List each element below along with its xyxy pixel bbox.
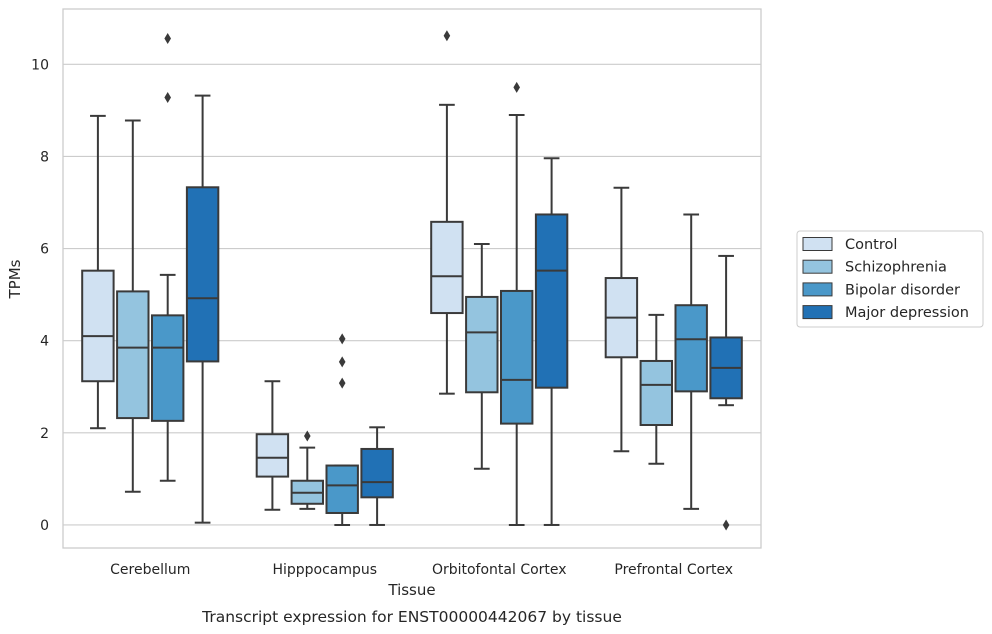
box [639,359,674,426]
legend-swatch [802,237,833,251]
legend: Control Schizophrenia Bipolar disorder Majo… [796,230,984,328]
x-axis-title: Tissue [387,581,435,599]
outlier-point [164,91,171,103]
box [325,464,359,514]
outlier-point [338,333,346,345]
box [360,447,394,499]
outlier-point [722,519,730,531]
series-control [81,30,639,511]
box [499,289,534,425]
series-bipolar-disorder [150,32,708,526]
y-tick-label: 8 [40,149,49,165]
box [255,433,290,478]
legend-label: Major depression [845,305,969,321]
x-tick-label: Hipppocampus [272,562,377,578]
chart-caption: Transcript expression for ENST0000044206… [201,608,622,626]
y-tick-label: 10 [31,57,49,73]
box [81,269,115,383]
box [430,220,464,315]
box [465,295,499,394]
x-tick-labels: Cerebellum Hipppocampus Orbitofontal Corte… [110,562,733,578]
x-tick-label: Orbitofontal Cortex [432,562,567,578]
x-tick-label: Cerebellum [110,562,190,578]
x-tick-label: Prefrontal Cortex [614,562,733,578]
legend-swatch [802,305,833,320]
y-tick-label: 4 [40,334,49,350]
box-series-layer [81,30,743,531]
y-tick-label: 2 [40,426,49,442]
outlier-point [338,377,346,389]
legend-frame [796,230,984,328]
plot-frame [62,8,762,549]
y-tick-label: 0 [40,518,49,534]
outlier-point [304,430,311,442]
outlier-point [338,356,346,368]
legend-swatch [802,259,833,274]
box [150,314,185,422]
box [185,186,220,363]
box [534,213,569,389]
outlier-point [164,32,171,44]
legend-label: Schizophrenia [845,260,947,276]
legend-label: Control [845,237,897,253]
series-major-depression [185,94,743,531]
outlier-point [443,30,451,42]
legend-label: Bipolar disorder [845,282,960,298]
outlier-point [513,81,520,93]
box [674,304,708,393]
y-axis-title: TPMs [6,259,24,299]
legend-swatch [802,282,833,297]
y-tick-label: 6 [40,242,49,258]
box [116,290,150,420]
series-schizophrenia [116,119,674,510]
y-tick-labels: 0 2 4 6 8 10 [31,57,49,534]
